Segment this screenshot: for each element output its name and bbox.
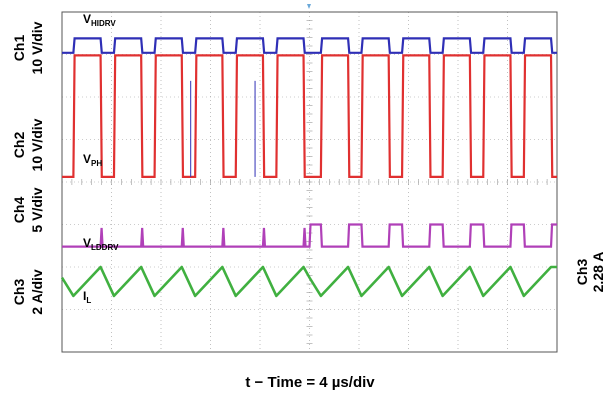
ch3-offset-value-label: 2.28 A (590, 252, 606, 293)
waveform-traces (60, 37, 557, 298)
plot-frame (61, 11, 558, 353)
series-vhidrv (62, 37, 557, 54)
ch4-name-label: Ch4 (11, 197, 27, 224)
ch4-scale-label: 5 V/div (29, 187, 45, 232)
series-vlddrv (62, 223, 557, 248)
series-vph (62, 54, 557, 178)
ch2-name-label: Ch2 (11, 132, 27, 159)
series-il (60, 265, 557, 298)
ch2-scale-label: 10 V/div (29, 118, 45, 171)
trigger-marker (307, 4, 311, 9)
vlddrv-label: VLDDRV (83, 236, 119, 252)
ch3-scale-label: 2 A/div (29, 269, 45, 315)
graticule (61, 11, 558, 353)
x-axis-label: t − Time = 4 µs/div (245, 374, 375, 391)
vph-label: VPH (83, 152, 102, 168)
ch3-offset-name-label: Ch3 (574, 259, 590, 286)
ch1-name-label: Ch1 (11, 35, 27, 62)
ch3-name-label: Ch3 (11, 279, 27, 306)
vhidrv-label: VHIDRV (83, 12, 116, 28)
il-label: IL (83, 289, 91, 305)
ch1-scale-label: 10 V/div (29, 21, 45, 74)
